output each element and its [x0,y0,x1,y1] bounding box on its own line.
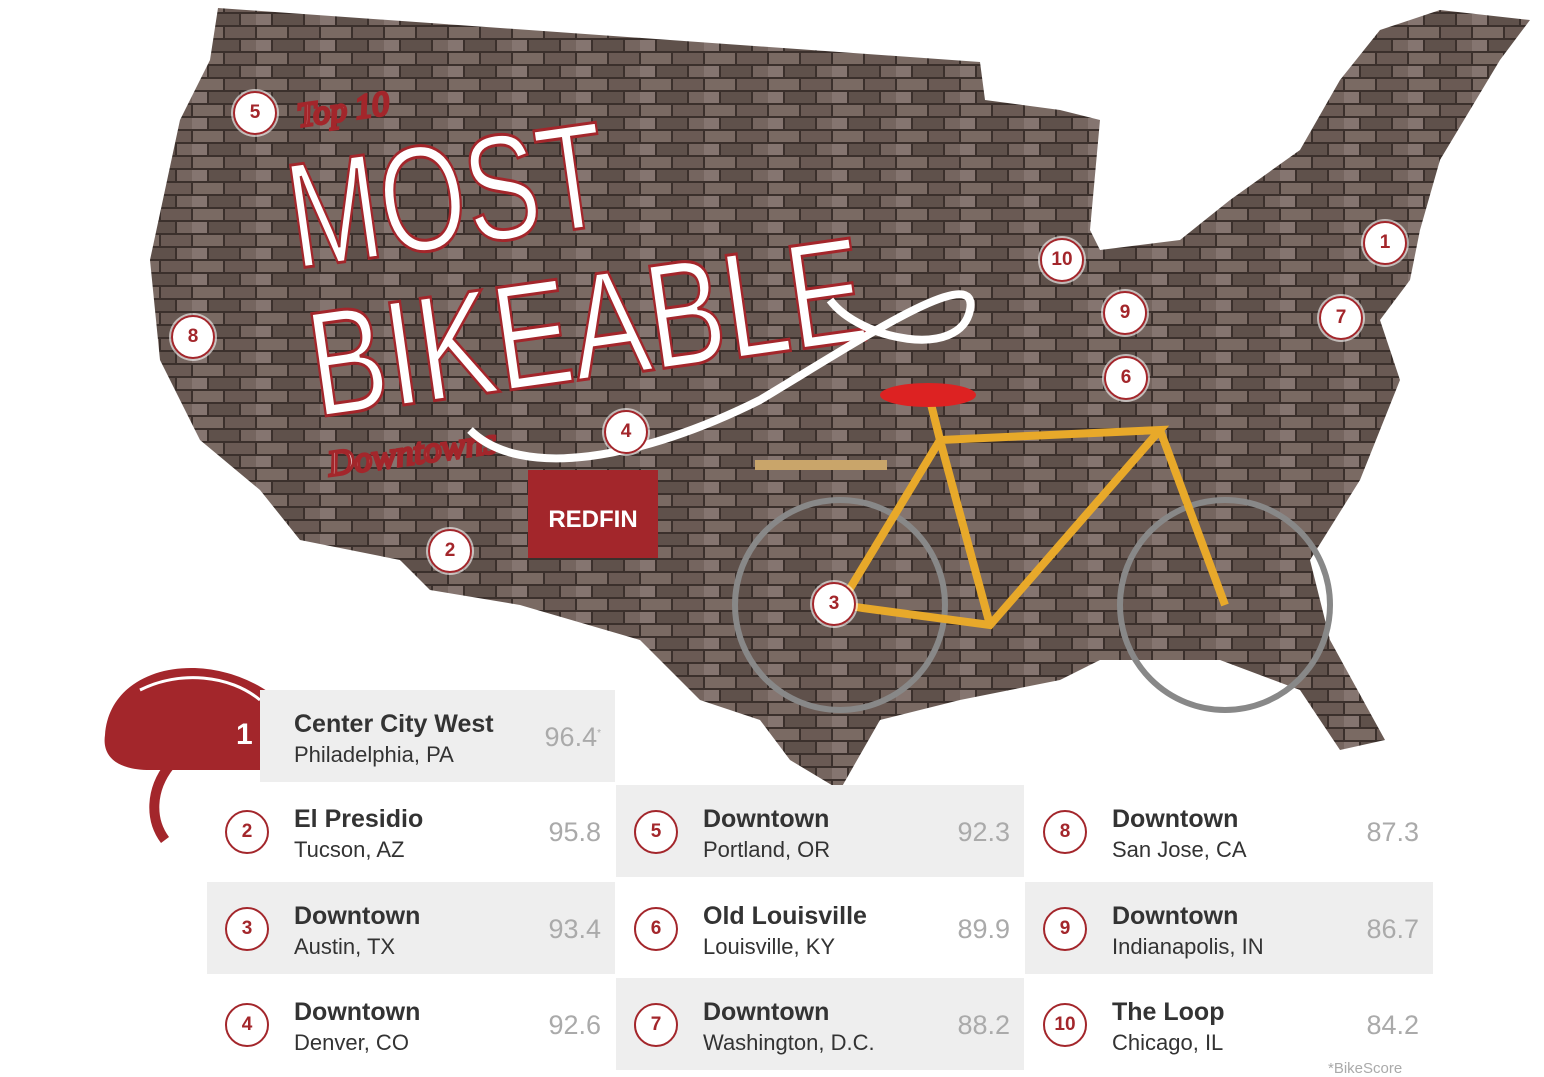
rank-badge: 1 [236,718,253,751]
bike-score: 89.9 [957,914,1010,945]
city-name: Portland, OR [703,837,831,862]
title-lettering: Top 10 MOST BIKEABLE Downtowns [275,84,877,486]
bike-score: 96.4* [545,722,601,753]
title-swash [467,290,975,463]
bike-score: 92.6 [548,1010,601,1041]
bike-score-value: 92.3 [957,817,1010,847]
map-marker-10: 10 [1040,238,1084,282]
neighborhood-name: Downtown [294,902,421,930]
bike-score-value: 87.3 [1366,817,1419,847]
rank-badge: 2 [225,810,269,854]
map-marker-8: 8 [171,315,215,359]
neighborhood-name: The Loop [1112,998,1225,1026]
map-marker-2: 2 [428,529,472,573]
ranking-row: 10 The Loop Chicago, IL 84.2 [1025,978,1433,1070]
rank-badge: 7 [634,1003,678,1047]
city-name: Philadelphia, PA [294,742,454,767]
ranking-row: 9 Downtown Indianapolis, IN 86.7 [1025,882,1433,974]
city-name: Louisville, KY [703,934,836,959]
city-name: Austin, TX [294,934,396,959]
neighborhood-name: Center City West [294,710,494,738]
footnote-mark: * [597,728,601,739]
rank-badge: 9 [1043,907,1087,951]
city-name: San Jose, CA [1112,837,1247,862]
bike-score: 87.3 [1366,817,1419,848]
rank-badge: 3 [225,907,269,951]
map-marker-9: 9 [1103,291,1147,335]
neighborhood-name: Downtown [1112,805,1239,833]
map-marker-7: 7 [1319,296,1363,340]
redfin-logo-text: REDFIN [548,506,637,533]
map-marker-5: 5 [233,91,277,135]
ranking-row: 4 Downtown Denver, CO 92.6 [207,978,615,1070]
redfin-logo-box [528,470,658,558]
rank-badge: 6 [634,907,678,951]
bike-score-value: 86.7 [1366,914,1419,944]
bike-score: 86.7 [1366,914,1419,945]
bike-score-value: 89.9 [957,914,1010,944]
bike-score: 93.4 [548,914,601,945]
rank-badge: 10 [1043,1003,1087,1047]
neighborhood-name: Downtown [1112,902,1239,930]
rank-badge: 8 [1043,810,1087,854]
neighborhood-name: Old Louisville [703,902,867,930]
map-marker-1: 1 [1363,221,1407,265]
neighborhood-name: Downtown [703,805,830,833]
bike-score-value: 84.2 [1366,1010,1419,1040]
bike-score: 84.2 [1366,1010,1419,1041]
bike-score-value: 96.4 [544,722,598,752]
map-marker-3: 3 [812,582,856,626]
bike-score-value: 95.8 [548,817,601,847]
ranking-row: 8 Downtown San Jose, CA 87.3 [1025,785,1433,877]
city-name: Tucson, AZ [294,837,405,862]
bike-score: 92.3 [957,817,1010,848]
bikescore-footnote: *BikeScore [1328,1060,1403,1077]
neighborhood-name: Downtown [703,998,830,1026]
ranking-row: 5 Downtown Portland, OR 92.3 [616,785,1024,877]
map-marker-4: 4 [604,410,648,454]
bike-score-value: 93.4 [548,914,601,944]
helmet-icon [104,667,285,843]
rank-badge: 4 [225,1003,269,1047]
ranking-row: 2 El Presidio Tucson, AZ 95.8 [207,785,615,877]
bicycle-illustration [732,383,1333,713]
city-name: Denver, CO [294,1030,409,1055]
us-silhouette [150,8,1530,790]
city-name: Chicago, IL [1112,1030,1224,1055]
bike-score: 95.8 [548,817,601,848]
map-marker-6: 6 [1104,356,1148,400]
neighborhood-name: Downtown [294,998,421,1026]
city-name: Washington, D.C. [703,1030,875,1055]
ranking-row: 1 Center City West Philadelphia, PA 96.4* [236,690,615,782]
city-name: Indianapolis, IN [1112,934,1264,959]
neighborhood-name: El Presidio [294,805,424,833]
ranking-row: 7 Downtown Washington, D.C. 88.2 [616,978,1024,1070]
bike-score: 88.2 [957,1010,1010,1041]
bike-score-value: 88.2 [957,1010,1010,1040]
ranking-row: 3 Downtown Austin, TX 93.4 [207,882,615,974]
bike-score-value: 92.6 [548,1010,601,1040]
rank-badge: 5 [634,810,678,854]
ranking-row: 6 Old Louisville Louisville, KY 89.9 [616,882,1024,974]
